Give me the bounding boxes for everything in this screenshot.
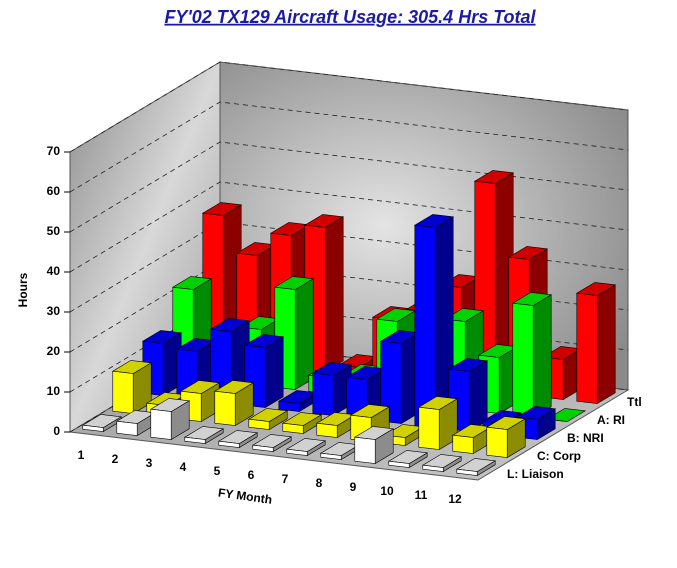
x-tick-label: 3 — [146, 456, 153, 470]
bar — [112, 370, 134, 414]
y-tick-label: 40 — [47, 264, 61, 278]
x-tick-label: 4 — [180, 460, 187, 474]
bar — [252, 444, 274, 452]
bar — [116, 420, 138, 436]
bar — [486, 426, 508, 458]
x-tick-label: 2 — [112, 452, 119, 466]
grid-line — [69, 141, 629, 233]
bar-side — [324, 216, 344, 373]
legend-label: L: Liaison — [507, 467, 564, 481]
chart-title: FY'02 TX129 Aircraft Usage: 305.4 Hrs To… — [164, 7, 536, 27]
bar — [452, 434, 474, 454]
bar — [82, 424, 104, 432]
y-tick-label: 60 — [47, 184, 61, 198]
legend-label: C: Corp — [537, 449, 581, 463]
bar — [422, 464, 444, 472]
y-tick-label: 10 — [47, 384, 61, 398]
bar-side — [294, 278, 314, 391]
bar — [388, 460, 410, 468]
x-tick-label: 7 — [282, 472, 289, 486]
bar — [286, 448, 308, 456]
x-tick-label: 9 — [350, 480, 357, 494]
bar — [320, 452, 342, 460]
x-tick-label: 5 — [214, 464, 221, 478]
bar-side — [532, 294, 552, 419]
bar — [418, 406, 440, 450]
bar — [354, 436, 376, 464]
legend-label: Ttl — [627, 395, 642, 409]
bar — [218, 440, 240, 448]
bar — [576, 292, 598, 404]
bar — [150, 408, 172, 440]
bar — [278, 400, 300, 412]
bar — [184, 436, 206, 444]
x-tick-label: 10 — [380, 484, 394, 498]
x-tick-label: 8 — [316, 476, 323, 490]
bar — [380, 340, 402, 424]
x-tick-label: 1 — [78, 448, 85, 462]
bar — [282, 422, 304, 434]
legend-label: B: NRI — [567, 431, 604, 445]
bar-side — [596, 284, 616, 405]
y-tick-label: 30 — [47, 304, 61, 318]
bar — [214, 390, 236, 426]
bar — [316, 422, 338, 438]
grid-line — [69, 181, 629, 273]
grid-line — [69, 101, 629, 193]
y-tick-label: 0 — [53, 424, 60, 438]
x-tick-label: 6 — [248, 468, 255, 482]
x-tick-label: 11 — [415, 488, 428, 502]
legend-label: A: RI — [597, 413, 625, 427]
bar — [312, 372, 334, 416]
x-axis-title: FY Month — [217, 485, 273, 506]
bar — [512, 302, 534, 418]
x-tick-label: 12 — [448, 492, 462, 506]
y-tick-label: 50 — [47, 224, 61, 238]
bar-side — [264, 336, 284, 409]
bar — [248, 418, 270, 430]
grid-line — [69, 61, 629, 153]
y-axis-title: Hours — [16, 272, 30, 307]
bar — [414, 224, 436, 428]
y-tick-label: 20 — [47, 344, 61, 358]
bar — [456, 468, 478, 476]
y-tick-label: 70 — [47, 144, 61, 158]
